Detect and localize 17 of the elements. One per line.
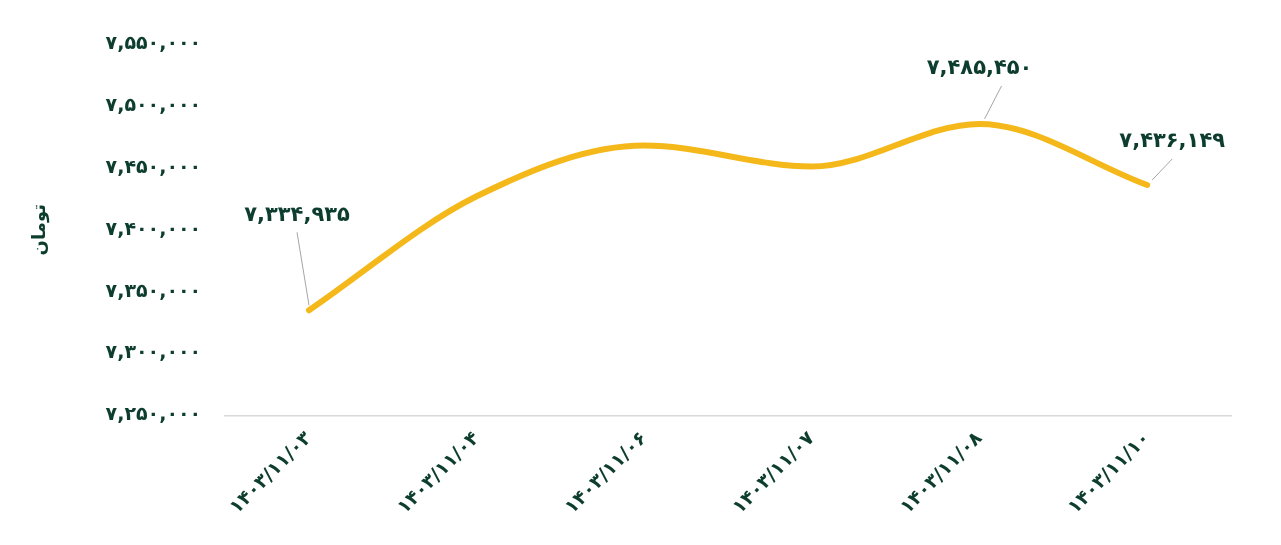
data-label: ۷,۴۳۶,۱۴۹: [1119, 128, 1226, 153]
x-tick-label: ۱۴۰۳/۱۱/۰۷: [727, 426, 819, 518]
x-tick-label: ۱۴۰۳/۱۱/۰۳: [224, 426, 316, 518]
x-tick-label: ۱۴۰۳/۱۱/۰۶: [559, 426, 651, 518]
y-tick-label: ۷,۳۰۰,۰۰۰: [105, 340, 202, 363]
y-tick-label: ۷,۵۵۰,۰۰۰: [105, 30, 202, 53]
x-tick-label: ۱۴۰۳/۱۱/۰۴: [392, 426, 483, 518]
x-tick-label: ۱۴۰۳/۱۱/۱۰: [1062, 426, 1154, 518]
y-tick-label: ۷,۴۰۰,۰۰۰: [105, 216, 202, 239]
x-tick-label: ۱۴۰۳/۱۱/۰۸: [894, 426, 987, 518]
y-tick-label: ۷,۳۵۰,۰۰۰: [105, 278, 202, 301]
y-tick-label: ۷,۵۰۰,۰۰۰: [105, 92, 202, 115]
y-axis-title: تومان: [28, 204, 51, 256]
y-tick-label: ۷,۲۵۰,۰۰۰: [105, 402, 202, 425]
y-tick-label: ۷,۴۵۰,۰۰۰: [105, 154, 202, 177]
data-label: ۷,۳۳۴,۹۳۵: [244, 201, 351, 226]
data-label: ۷,۴۸۵,۴۵۰: [926, 55, 1033, 80]
